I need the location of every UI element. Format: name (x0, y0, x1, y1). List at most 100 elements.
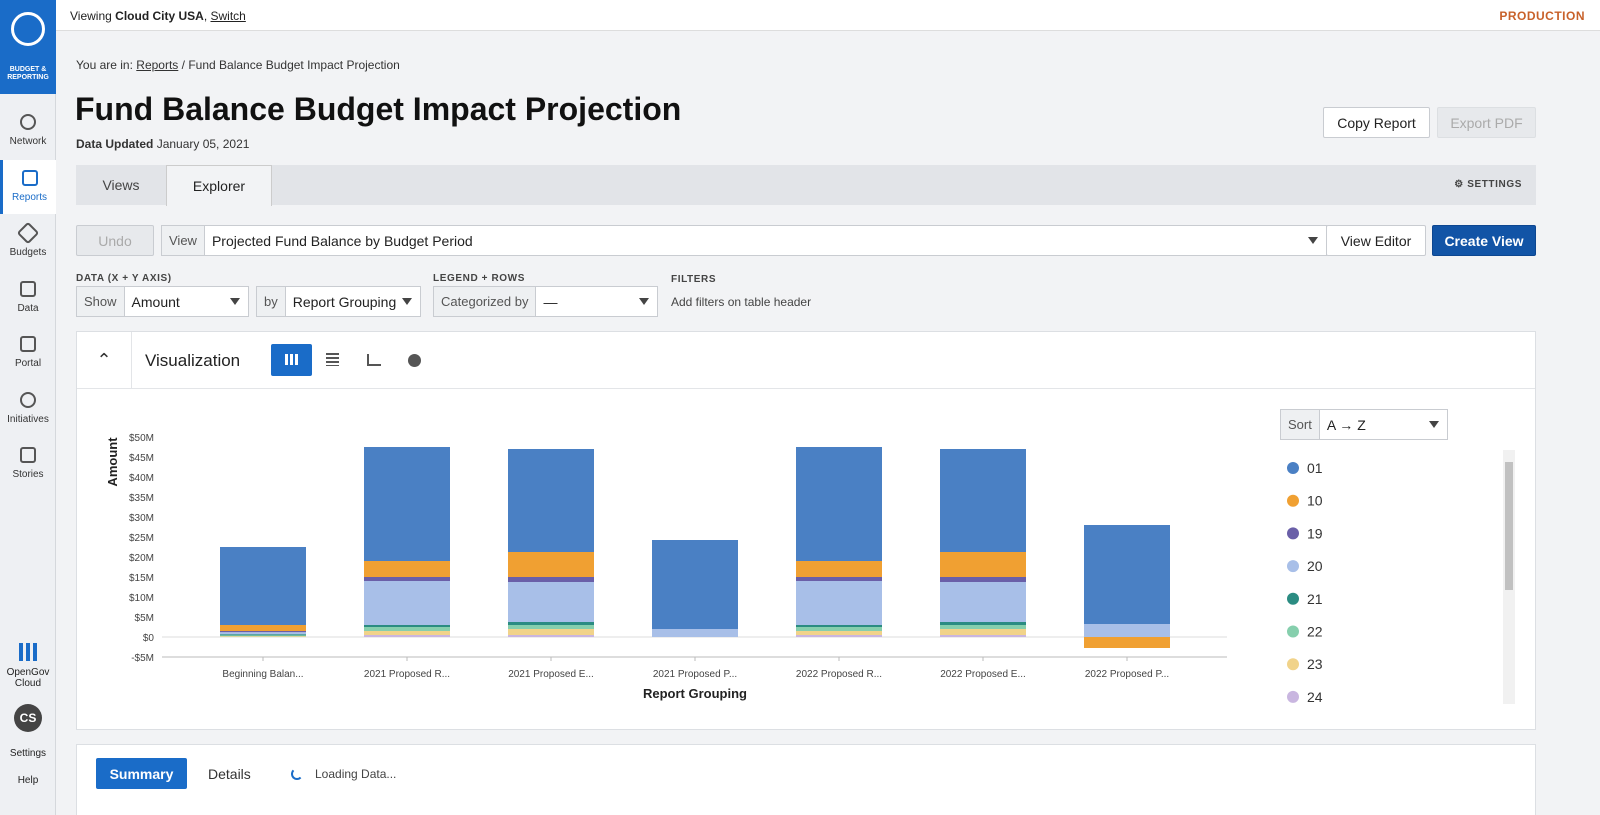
avatar[interactable]: CS (14, 704, 42, 732)
cloud-label[interactable]: OpenGov Cloud (6, 667, 50, 689)
bar-segment (1084, 637, 1170, 648)
summary-tab[interactable]: Summary (96, 758, 187, 789)
y-tick-label: $40M (129, 473, 154, 484)
tab[interactable]: Views (102, 177, 140, 193)
nav-item[interactable]: Budgets (0, 215, 56, 269)
categorized-select[interactable]: Categorized by — (433, 286, 658, 317)
show-value: Amount (131, 293, 180, 310)
help-link[interactable]: Help (17, 775, 39, 786)
breadcrumb-link[interactable]: Reports (136, 58, 179, 72)
visualization-title: Visualization (145, 351, 241, 370)
logo[interactable]: BUDGET & REPORTING (0, 0, 56, 94)
y-tick-label: $20M (129, 553, 154, 564)
nav-label: Stories (12, 469, 44, 480)
bar-chart-button[interactable] (271, 344, 312, 376)
sort-select[interactable]: Sort A → Z (1280, 409, 1448, 440)
legend-swatch (1287, 560, 1299, 573)
scroll-thumb[interactable] (1505, 462, 1513, 590)
updated: Data Updated January 05, 2021 (76, 137, 249, 151)
nav-icon (20, 114, 36, 130)
y-tick-label: $15M (129, 573, 154, 584)
nav-icon (20, 336, 36, 352)
y-axis-title: Amount (105, 437, 120, 487)
caret (639, 298, 649, 305)
bar-segment (940, 552, 1026, 577)
icon (285, 354, 298, 365)
view-select[interactable]: View Projected Fund Balance by Budget Per… (161, 225, 1327, 256)
settings-link[interactable]: Settings (9, 748, 47, 759)
by-select[interactable]: by Report Grouping (256, 286, 421, 317)
switch-link[interactable]: Switch (210, 9, 246, 23)
collapse-button[interactable]: ⌃ (77, 332, 132, 389)
nav-item[interactable]: Portal (0, 326, 56, 380)
tab-active[interactable]: Explorer (166, 165, 272, 206)
caret (230, 298, 240, 305)
summary-panel: Summary Details Loading Data... (76, 744, 1536, 815)
nav-icon (20, 281, 36, 297)
bar-segment (940, 449, 1026, 552)
legend-scrollbar[interactable] (1503, 450, 1515, 704)
legend-swatch (1287, 494, 1299, 507)
nav-icon (21, 170, 38, 186)
y-tick-label: $30M (129, 513, 154, 524)
pie-chart-button[interactable] (408, 354, 421, 367)
sidebar: BUDGET & REPORTING Network Reports Budge… (0, 0, 56, 815)
bar-segment (508, 625, 594, 629)
y-tick-label: $25M (129, 533, 154, 544)
legend-label: 20 (1307, 558, 1323, 574)
legend-label: 21 (1307, 591, 1323, 607)
show-select[interactable]: Show Amount (76, 286, 249, 317)
nav-label: Initiatives (7, 414, 49, 425)
bar-segment (652, 629, 738, 637)
legend-label: 19 (1307, 525, 1323, 541)
bar-segment (796, 627, 882, 631)
x-tick-label: 2022 Proposed E... (940, 669, 1026, 680)
breadcrumb-current: Fund Balance Budget Impact Projection (188, 58, 400, 72)
x-tick-label: 2022 Proposed P... (1085, 669, 1169, 680)
legend-swatch (1287, 690, 1299, 703)
nav-item[interactable]: Stories (0, 437, 56, 491)
x-tick-label: Beginning Balan... (222, 669, 303, 680)
bar-segment (508, 582, 594, 622)
copy-report-button[interactable]: Copy Report (1323, 107, 1430, 138)
bar-segment (508, 629, 594, 635)
nav-label: Network (9, 136, 47, 147)
nav-item-active[interactable]: Reports (0, 160, 56, 214)
legend-swatch (1287, 658, 1299, 671)
legend-label: 23 (1307, 656, 1323, 672)
y-tick-label: $50M (129, 433, 154, 444)
breadcrumb-prefix: You are in: (76, 58, 133, 72)
bar-segment (796, 447, 882, 561)
nav-item[interactable]: Initiatives (0, 382, 56, 436)
logo-icon (11, 12, 45, 46)
bar-segment (364, 631, 450, 635)
line-chart-button[interactable] (367, 354, 381, 366)
viewing-prefix: Viewing (70, 9, 112, 23)
environment: PRODUCTION (1499, 9, 1585, 23)
bar-segment (796, 561, 882, 577)
nav-label: Portal (14, 358, 42, 369)
x-tick-label: 2021 Proposed R... (364, 669, 450, 680)
bar-segment (220, 547, 306, 625)
updated-date: January 05, 2021 (156, 137, 250, 151)
horizontal-bar-button[interactable] (326, 353, 339, 366)
settings-button[interactable]: ⚙ SETTINGS (1454, 179, 1522, 190)
bar-segment (508, 552, 594, 577)
bar-segment (940, 577, 1026, 582)
loading-text: Loading Data... (315, 767, 397, 781)
bar-segment (796, 635, 882, 637)
view-editor-button[interactable]: View Editor (1326, 225, 1426, 256)
top-bar: Viewing Cloud City USA, Switch PRODUCTIO… (56, 0, 1600, 31)
nav-icon (20, 447, 36, 463)
data-label: DATA (X + Y AXIS) (76, 273, 172, 284)
nav-item[interactable]: Network (0, 104, 56, 158)
bar-segment (364, 625, 450, 627)
bar-segment (508, 622, 594, 625)
create-view-button[interactable]: Create View (1432, 225, 1536, 256)
by-value: Report Grouping (292, 293, 397, 310)
bar-segment (796, 631, 882, 635)
nav-item[interactable]: Data (0, 271, 56, 325)
bar-segment (364, 581, 450, 625)
details-tab[interactable]: Details (208, 766, 251, 782)
visualization-header: ⌃ Visualization (77, 332, 1535, 389)
